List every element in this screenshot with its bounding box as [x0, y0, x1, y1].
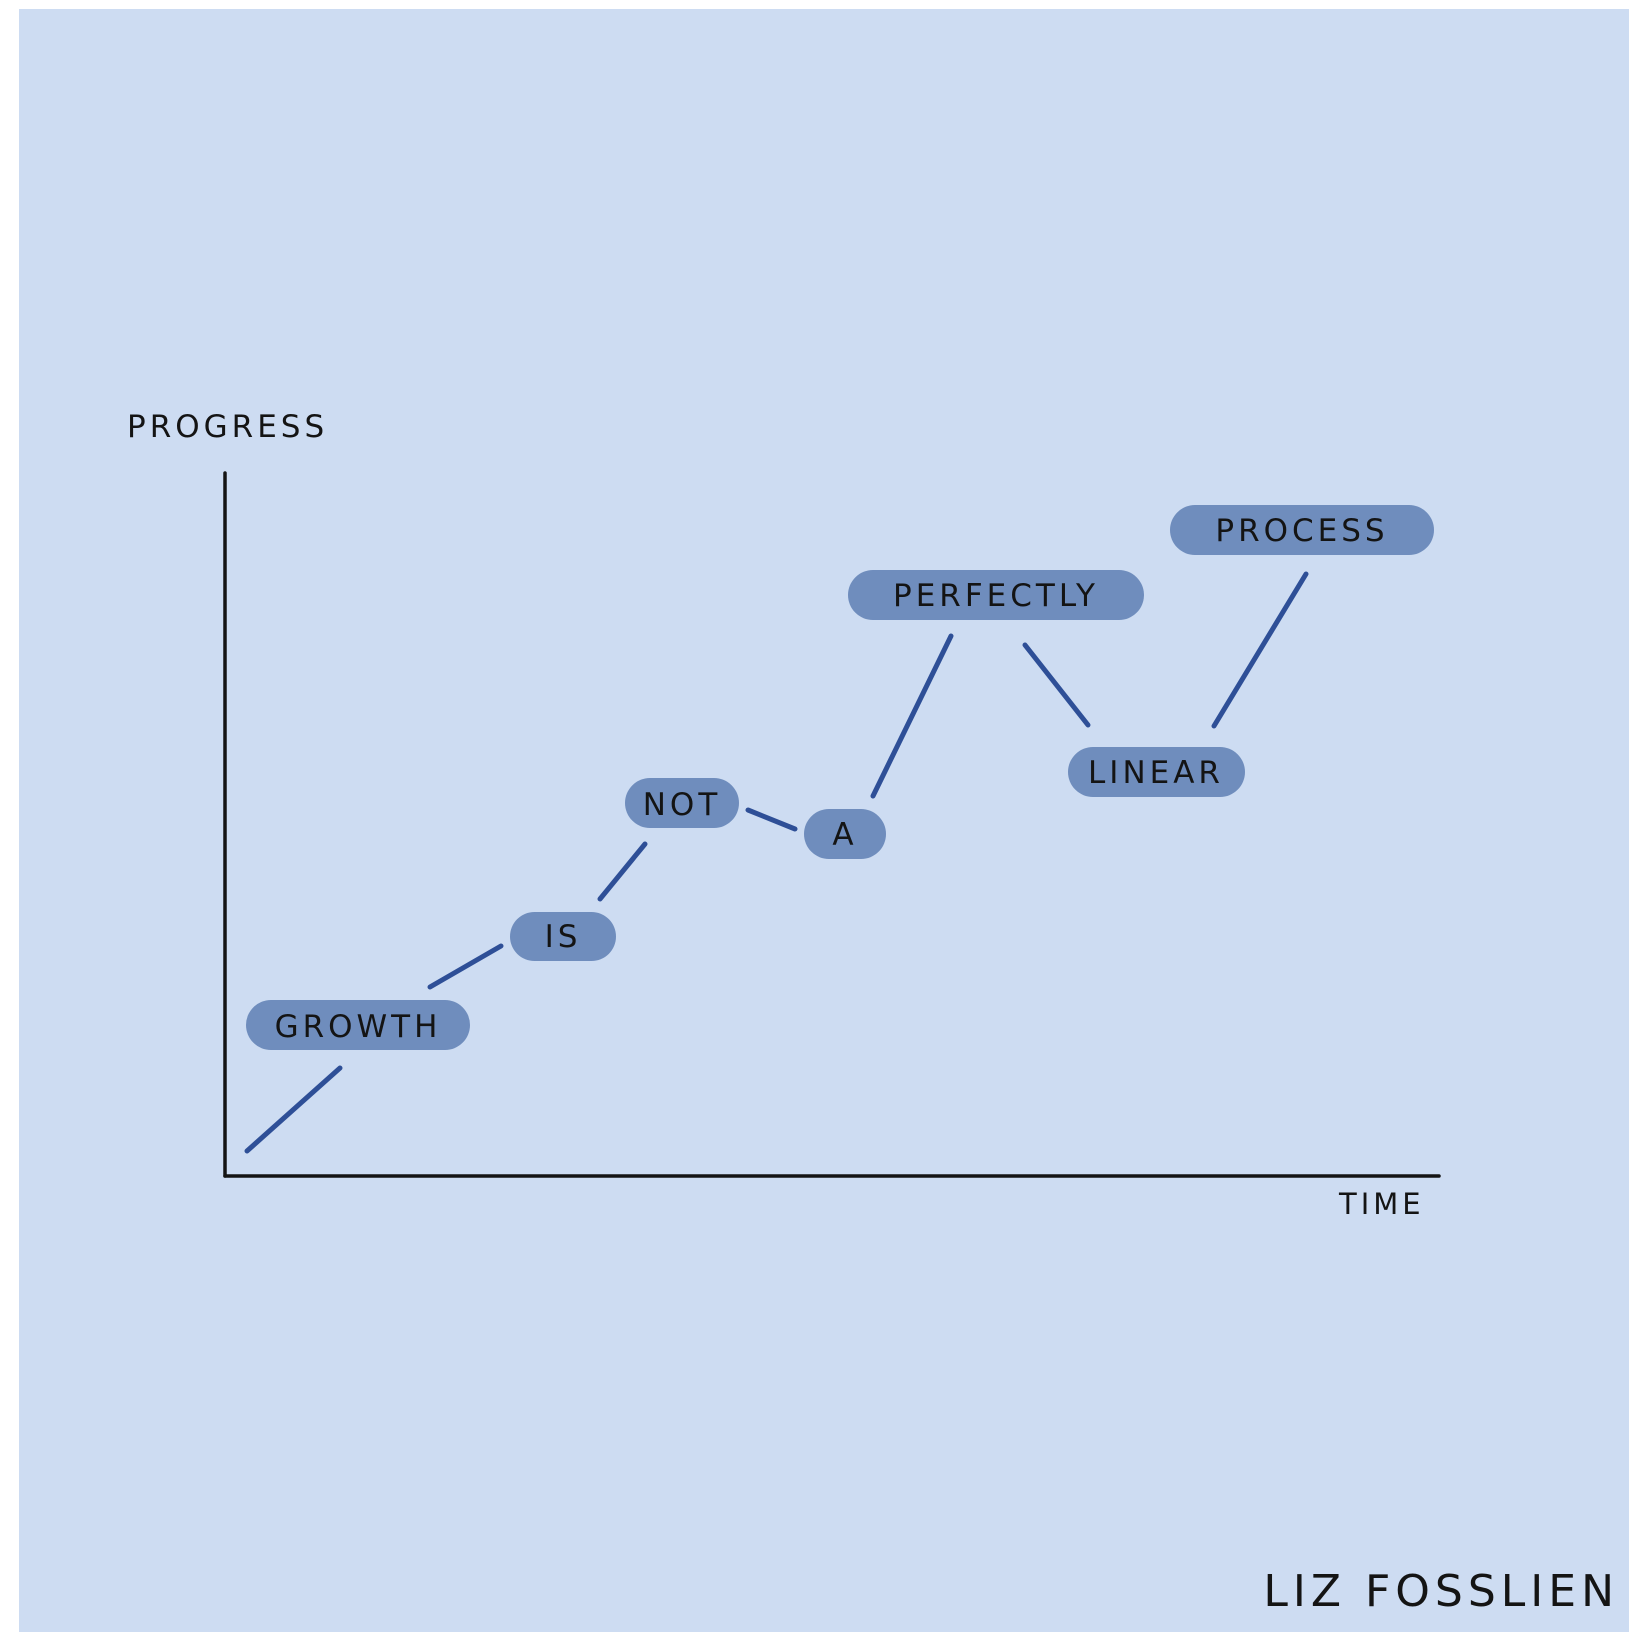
pill-process: PROCESS: [1170, 505, 1434, 555]
pill-not-label: NOT: [643, 787, 722, 823]
growth-diagram: PROGRESS TIME GROWTH IS NOT A: [127, 409, 1619, 1617]
connector-perfectly-linear: [1022, 642, 1091, 728]
pill-not-shape: [625, 778, 739, 828]
pill-perfectly: PERFECTLY: [848, 570, 1144, 620]
connectors: [244, 571, 1309, 1154]
pill-a-shape: [804, 809, 886, 859]
connector-a-perfectly: [870, 633, 954, 799]
pill-is: IS: [510, 912, 616, 961]
connector-linear-process: [1211, 571, 1309, 729]
pill-is-label: IS: [545, 919, 582, 955]
pill-growth: GROWTH: [246, 1000, 470, 1050]
pill-growth-shape: [246, 1000, 470, 1050]
x-axis-label: TIME: [1338, 1187, 1425, 1221]
artist-signature: LIZ FOSSLIEN: [1263, 1566, 1619, 1617]
pill-process-shape: [1170, 505, 1434, 555]
pill-linear-shape: [1068, 747, 1245, 797]
diagram-canvas: PROGRESS TIME GROWTH IS NOT A: [19, 9, 1629, 1632]
connector-start-growth: [244, 1065, 343, 1154]
pill-perfectly-shape: [848, 570, 1144, 620]
pill-linear: LINEAR: [1068, 747, 1245, 797]
pill-perfectly-label: PERFECTLY: [893, 578, 1099, 614]
pill-a: A: [804, 809, 886, 859]
pill-linear-label: LINEAR: [1088, 755, 1224, 791]
y-axis-label: PROGRESS: [127, 409, 328, 445]
pill-process-label: PROCESS: [1215, 513, 1388, 549]
pill-is-shape: [510, 912, 616, 961]
connector-is-not: [597, 841, 648, 902]
pill-growth-label: GROWTH: [275, 1009, 442, 1045]
connector-growth-is: [427, 943, 504, 990]
connector-not-a: [745, 807, 798, 832]
pill-not: NOT: [625, 778, 739, 828]
pill-a-label: A: [832, 817, 857, 853]
